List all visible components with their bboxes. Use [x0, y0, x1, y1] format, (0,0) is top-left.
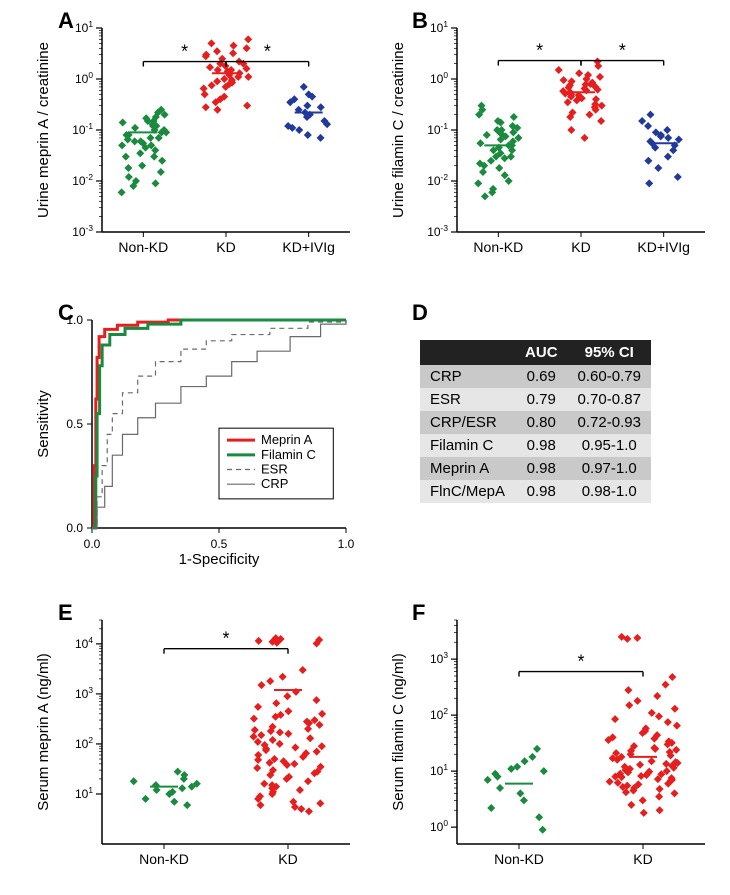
svg-text:KD: KD — [633, 851, 652, 867]
svg-text:1-Specificity: 1-Specificity — [179, 551, 260, 568]
svg-text:*: * — [222, 629, 229, 649]
svg-text:KD+IVIg: KD+IVIg — [282, 239, 335, 255]
table-row: ESR0.790.70-0.87 — [420, 388, 651, 411]
svg-text:*: * — [181, 42, 188, 62]
svg-text:102: 102 — [75, 735, 93, 751]
table-header — [420, 340, 515, 365]
table-row: FlnC/MepA0.980.98-1.0 — [420, 480, 651, 503]
svg-text:10-1: 10-1 — [427, 121, 448, 137]
panel-d: AUC95% CICRP0.690.60-0.79ESR0.790.70-0.8… — [420, 340, 700, 503]
svg-text:Urine meprin A / creatinine: Urine meprin A / creatinine — [35, 42, 52, 218]
panel-e: 101 102 103 104 Non-KD KD Serum meprin A (ng/m… — [30, 610, 360, 880]
panel-f: 100 101 102 103 Non-KD KD Serum filamin C (ng/… — [385, 610, 715, 880]
svg-text:CRP: CRP — [261, 476, 288, 491]
svg-text:Urine filamin C / creatinine: Urine filamin C / creatinine — [390, 42, 407, 218]
panel-c: 0.0 0.5 1.0 0.0 0.5 1.0 1-Specificity Sensitivi… — [30, 310, 360, 570]
svg-text:*: * — [264, 42, 271, 62]
panel-a: 10-3 10-2 10-1 100 101 Non-KD KD KD+IVIg Urine m… — [30, 18, 360, 268]
svg-text:1.0: 1.0 — [338, 537, 355, 551]
svg-text:1.0: 1.0 — [66, 313, 83, 327]
svg-text:101: 101 — [430, 19, 448, 35]
svg-text:10-1: 10-1 — [72, 121, 93, 137]
svg-text:KD: KD — [571, 239, 590, 255]
svg-text:101: 101 — [75, 19, 93, 35]
svg-text:101: 101 — [75, 785, 93, 801]
table-header: AUC — [515, 340, 568, 365]
table-row: CRP/ESR0.800.72-0.93 — [420, 411, 651, 434]
svg-text:KD+IVIg: KD+IVIg — [637, 239, 690, 255]
svg-text:10-3: 10-3 — [427, 223, 448, 239]
panel-b: 10-3 10-2 10-1 100 101 Non-KD KD KD+IVIg Urine f… — [385, 18, 715, 268]
svg-text:KD: KD — [278, 851, 297, 867]
svg-text:*: * — [577, 652, 584, 672]
svg-text:0.0: 0.0 — [84, 537, 101, 551]
table-row: Filamin C0.980.95-1.0 — [420, 434, 651, 457]
table-header: 95% CI — [568, 340, 651, 365]
table-row: CRP0.690.60-0.79 — [420, 365, 651, 388]
svg-text:*: * — [536, 41, 543, 61]
svg-text:102: 102 — [430, 706, 448, 722]
svg-text:100: 100 — [430, 70, 448, 86]
svg-text:Serum filamin C (ng/ml): Serum filamin C (ng/ml) — [390, 653, 407, 811]
svg-text:0.5: 0.5 — [211, 537, 228, 551]
svg-text:103: 103 — [430, 650, 448, 666]
svg-text:Serum meprin A (ng/ml): Serum meprin A (ng/ml) — [35, 653, 52, 811]
table-row: Meprin A0.980.97-1.0 — [420, 457, 651, 480]
svg-text:10-2: 10-2 — [72, 172, 93, 188]
svg-text:Non-KD: Non-KD — [473, 239, 523, 255]
svg-text:Non-KD: Non-KD — [118, 239, 168, 255]
svg-text:Non-KD: Non-KD — [494, 851, 544, 867]
svg-text:100: 100 — [75, 70, 93, 86]
svg-text:*: * — [619, 41, 626, 61]
svg-text:Sensitivity: Sensitivity — [35, 390, 52, 458]
svg-text:10-3: 10-3 — [72, 223, 93, 239]
svg-text:Meprin A: Meprin A — [261, 432, 313, 447]
svg-text:Non-KD: Non-KD — [139, 851, 189, 867]
svg-text:KD: KD — [216, 239, 235, 255]
svg-text:Filamin C: Filamin C — [261, 447, 316, 462]
svg-text:0.0: 0.0 — [66, 521, 83, 535]
svg-text:104: 104 — [75, 635, 93, 651]
figure: A 10-310-210-1100101Non-KDKDKD+IVIgUrine… — [0, 0, 730, 895]
svg-text:10-2: 10-2 — [427, 172, 448, 188]
svg-text:103: 103 — [75, 685, 93, 701]
auc-table: AUC95% CICRP0.690.60-0.79ESR0.790.70-0.8… — [420, 340, 651, 503]
svg-text:0.5: 0.5 — [66, 417, 83, 431]
svg-text:100: 100 — [430, 818, 448, 834]
svg-text:ESR: ESR — [261, 462, 288, 477]
svg-text:101: 101 — [430, 762, 448, 778]
panel-d-label: D — [412, 300, 428, 326]
